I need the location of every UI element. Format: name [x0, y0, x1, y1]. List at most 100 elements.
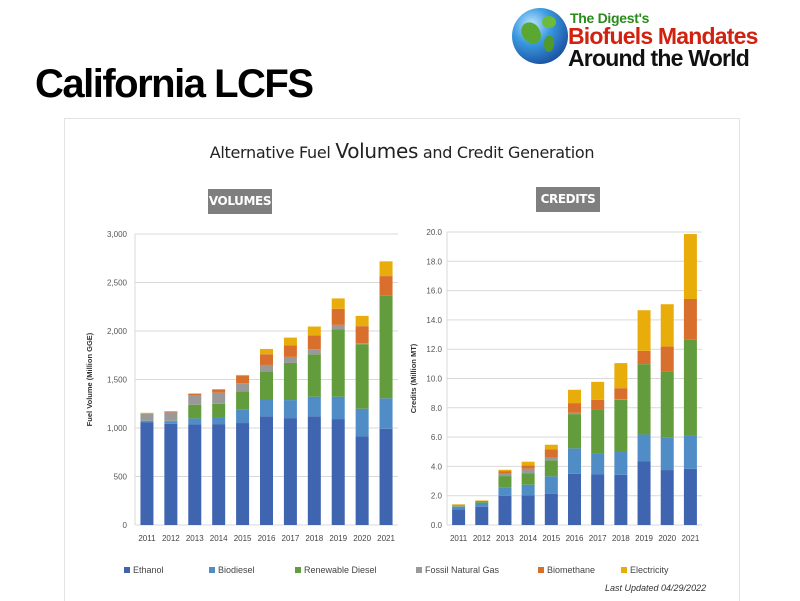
bar-segment-biomethane-2015	[236, 376, 250, 384]
bar-segment-electricity-2018	[307, 326, 321, 336]
bar-segment-ethanol-2012	[164, 423, 178, 525]
y-tick-label: 2,000	[107, 327, 128, 336]
bar-segment-electricity-2011	[140, 412, 154, 414]
bar-segment-fossil-natural-gas-2015	[236, 383, 250, 392]
bar-segment-biodiesel-2017	[283, 400, 297, 419]
bar-segment-electricity-2019	[331, 298, 345, 309]
bar-segment-biodiesel-2013	[188, 418, 202, 425]
bar-segment-biomethane-2018	[614, 388, 628, 400]
x-tick-label: 2012	[473, 534, 491, 543]
bar-segment-ethanol-2013	[188, 424, 202, 525]
panel-title-post: and Credit Generation	[418, 143, 595, 162]
logo-line-1: The Digest's	[570, 10, 650, 26]
bar-segment-electricity-2018	[614, 363, 628, 389]
bar-segment-ethanol-2017	[591, 474, 605, 525]
y-tick-label: 12.0	[426, 345, 442, 354]
bar-segment-fossil-natural-gas-2014	[212, 392, 226, 404]
bar-segment-biomethane-2011	[140, 413, 154, 414]
bar-segment-fossil-natural-gas-2015	[544, 457, 558, 461]
x-tick-label: 2019	[635, 534, 653, 543]
bar-segment-renewable-diesel-2012	[164, 420, 178, 422]
legend-label: Fossil Natural Gas	[425, 565, 500, 575]
y-tick-label: 2,500	[107, 279, 128, 288]
bar-segment-biodiesel-2012	[475, 502, 489, 507]
legend-item-electricity: Electricity	[621, 565, 669, 575]
bar-segment-renewable-diesel-2015	[544, 460, 558, 477]
bar-segment-renewable-diesel-2018	[307, 354, 321, 397]
bar-segment-biodiesel-2014	[521, 484, 535, 496]
volumes-chip: VOLUMES	[208, 189, 272, 214]
bar-segment-ethanol-2015	[544, 493, 558, 525]
legend-item-ethanol: Ethanol	[124, 565, 164, 575]
x-tick-label: 2015	[542, 534, 560, 543]
legend-label: Biodiesel	[218, 565, 255, 575]
bar-segment-fossil-natural-gas-2013	[498, 473, 512, 477]
x-tick-label: 2017	[589, 534, 607, 543]
bar-segment-renewable-diesel-2021	[379, 295, 393, 399]
panel-title-pre: Alternative Fuel	[209, 143, 336, 162]
bar-segment-fossil-natural-gas-2018	[307, 349, 321, 355]
bar-segment-fossil-natural-gas-2019	[331, 324, 345, 330]
bar-segment-biomethane-2013	[498, 471, 512, 474]
legend-label: Biomethane	[547, 565, 596, 575]
y-tick-label: 500	[114, 473, 128, 482]
bar-segment-ethanol-2021	[379, 428, 393, 525]
bar-segment-renewable-diesel-2019	[331, 329, 345, 397]
bar-segment-ethanol-2018	[614, 474, 628, 525]
bar-segment-electricity-2011	[452, 504, 466, 505]
legend-item-biodiesel: Biodiesel	[209, 565, 255, 575]
bar-segment-biomethane-2017	[283, 345, 297, 357]
bar-segment-electricity-2013	[498, 469, 512, 472]
bar-segment-ethanol-2015	[236, 423, 250, 525]
x-tick-label: 2016	[258, 534, 276, 543]
bar-segment-ethanol-2018	[307, 416, 321, 525]
bar-segment-biomethane-2020	[660, 346, 674, 372]
y-tick-label: 1,000	[107, 424, 128, 433]
bar-segment-ethanol-2017	[283, 418, 297, 525]
x-tick-label: 2011	[138, 534, 156, 543]
x-tick-label: 2013	[496, 534, 514, 543]
bar-segment-ethanol-2012	[475, 506, 489, 525]
y-tick-label: 4.0	[431, 462, 443, 471]
x-tick-label: 2019	[329, 534, 347, 543]
bar-segment-renewable-diesel-2011	[452, 506, 466, 507]
x-tick-label: 2015	[234, 534, 252, 543]
x-tick-label: 2020	[353, 534, 371, 543]
bar-segment-renewable-diesel-2017	[591, 409, 605, 454]
bar-segment-ethanol-2016	[260, 416, 273, 525]
bar-segment-biodiesel-2015	[236, 409, 250, 424]
bar-segment-electricity-2012	[164, 411, 178, 412]
y-tick-label: 14.0	[426, 316, 442, 325]
bar-segment-ethanol-2019	[331, 419, 345, 525]
bar-segment-electricity-2014	[521, 461, 535, 466]
legend-swatch	[621, 567, 627, 573]
bar-segment-biodiesel-2018	[307, 396, 321, 417]
bar-segment-ethanol-2016	[568, 473, 581, 525]
last-updated: Last Updated 04/29/2022	[605, 583, 707, 593]
legend-swatch	[124, 567, 130, 573]
x-tick-label: 2014	[210, 534, 228, 543]
bar-segment-biodiesel-2020	[660, 437, 674, 471]
bar-segment-electricity-2017	[591, 381, 605, 400]
legend-swatch	[209, 567, 215, 573]
bar-segment-biomethane-2016	[260, 354, 273, 365]
bar-segment-biomethane-2019	[637, 350, 651, 365]
y-tick-label: 2.0	[431, 492, 443, 501]
bar-segment-biomethane-2012	[475, 500, 489, 502]
bar-segment-biomethane-2014	[212, 389, 226, 393]
bar-segment-electricity-2017	[283, 337, 297, 346]
y-axis-label: Fuel Volume (Million GGE)	[85, 332, 94, 426]
x-tick-label: 2012	[162, 534, 180, 543]
x-tick-label: 2017	[282, 534, 300, 543]
bar-segment-fossil-natural-gas-2012	[475, 501, 489, 502]
bar-segment-ethanol-2020	[355, 436, 369, 525]
legend-label: Ethanol	[133, 565, 164, 575]
volumes-chart: 0 500 1,000 1,500 2,000 2,500 3,000 Fuel Volume…	[85, 230, 398, 543]
legend-label: Electricity	[630, 565, 669, 575]
bar-segment-renewable-diesel-2014	[212, 403, 226, 418]
bar-segment-biomethane-2017	[591, 399, 605, 410]
bar-segment-biodiesel-2017	[591, 453, 605, 475]
bar-segment-biodiesel-2014	[212, 417, 226, 425]
bar-segment-biodiesel-2013	[498, 487, 512, 496]
